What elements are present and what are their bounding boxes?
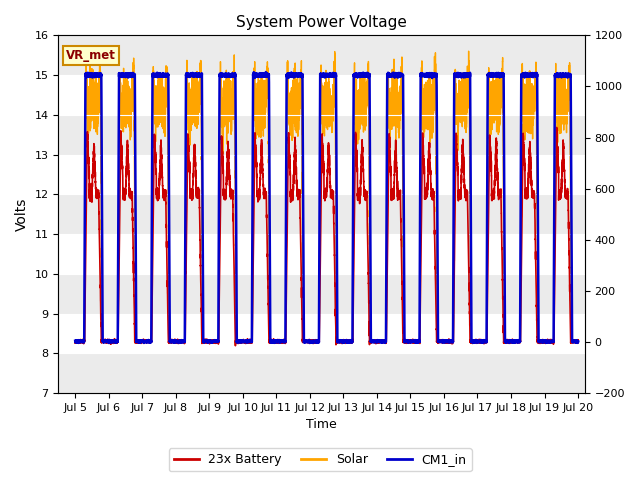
Text: VR_met: VR_met [67, 48, 116, 61]
Y-axis label: Volts: Volts [15, 198, 29, 231]
Bar [58, 274, 585, 313]
Bar [58, 353, 585, 393]
Bar [58, 36, 585, 75]
X-axis label: Time: Time [306, 419, 337, 432]
Bar [58, 115, 585, 155]
Legend: 23x Battery, Solar, CM1_in: 23x Battery, Solar, CM1_in [168, 448, 472, 471]
Bar [58, 194, 585, 234]
Title: System Power Voltage: System Power Voltage [236, 15, 407, 30]
